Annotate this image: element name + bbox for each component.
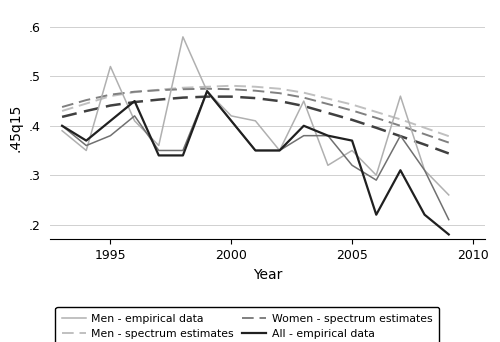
X-axis label: Year: Year [253, 268, 282, 282]
Legend: Men - empirical data, Men - spectrum estimates, Women - empirical data, Women - : Men - empirical data, Men - spectrum est… [56, 307, 439, 342]
Y-axis label: .45q15: .45q15 [8, 104, 22, 153]
